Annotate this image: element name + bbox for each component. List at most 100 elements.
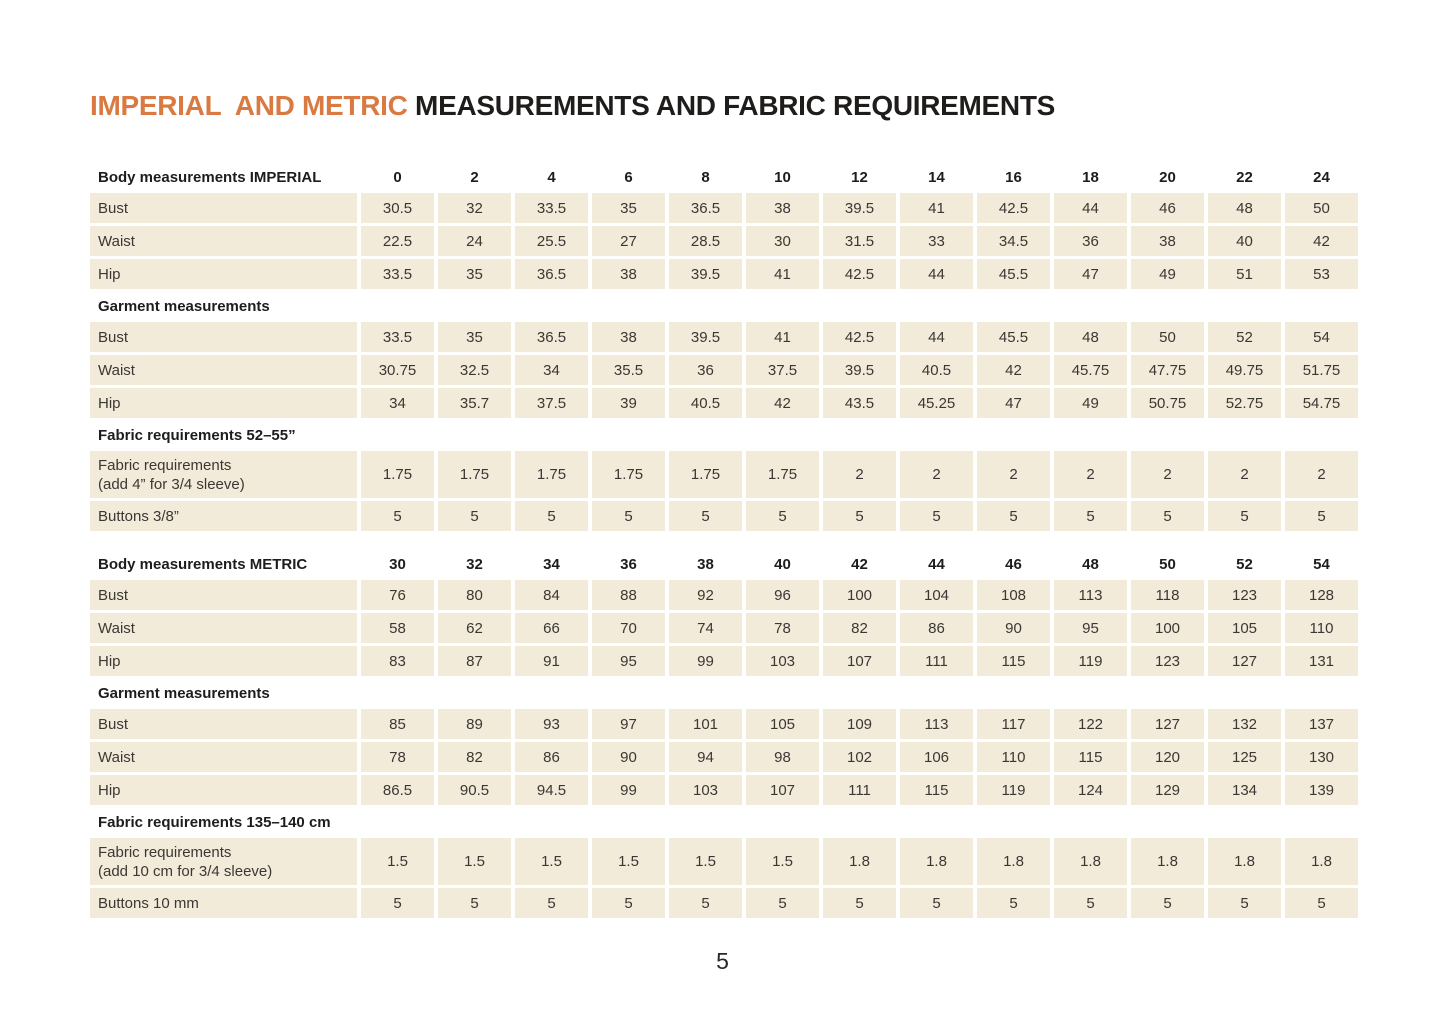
value-cell: 54 <box>1285 322 1358 352</box>
value-cell: 5 <box>438 501 511 531</box>
value-cell: 90.5 <box>438 775 511 805</box>
value-cell: 2 <box>1285 451 1358 498</box>
value-cell: 1.75 <box>438 451 511 498</box>
value-cell: 107 <box>746 775 819 805</box>
value-cell: 53 <box>1285 259 1358 289</box>
value-cell: 31.5 <box>823 226 896 256</box>
value-cell: 128 <box>1285 580 1358 610</box>
value-cell: 91 <box>515 646 588 676</box>
size-column-header: 48 <box>1082 555 1099 573</box>
value-cell: 39.5 <box>823 355 896 385</box>
value-cell: 40.5 <box>669 388 742 418</box>
value-cell: 100 <box>823 580 896 610</box>
value-cell: 2 <box>1054 451 1127 498</box>
size-column-header: 32 <box>466 555 483 573</box>
value-cell: 44 <box>900 322 973 352</box>
table-row: Bust 30.5 32 33.5 35 36.5 38 39.5 41 42.5 44 46 48 50 <box>90 193 1358 223</box>
value-cell: 42.5 <box>977 193 1050 223</box>
value-cell: 105 <box>1208 613 1281 643</box>
value-cell: 34.5 <box>977 226 1050 256</box>
row-label: Fabric requirements (add 4” for 3/4 sleev… <box>90 451 357 498</box>
value-cell: 22.5 <box>361 226 434 256</box>
value-cell: 5 <box>1131 888 1204 918</box>
value-cell: 92 <box>669 580 742 610</box>
table-row: Hip 34 35.7 37.5 39 40.5 42 43.5 45.25 47 49 50.75 5… <box>90 388 1358 418</box>
value-cell: 90 <box>977 613 1050 643</box>
value-cell: 32.5 <box>438 355 511 385</box>
value-cell: 5 <box>823 888 896 918</box>
value-cell: 105 <box>746 709 819 739</box>
row-label-line1: Fabric requirements <box>98 456 232 474</box>
value-cell: 45.5 <box>977 322 1050 352</box>
value-cell: 74 <box>669 613 742 643</box>
table-row: Waist 30.75 32.5 34 35.5 36 37.5 39.5 40.5 42 45.7… <box>90 355 1358 385</box>
value-cell: 41 <box>746 322 819 352</box>
section-title: Garment measurements <box>98 684 270 702</box>
row-label: Hip <box>90 646 357 676</box>
size-column-header: 24 <box>1313 168 1330 186</box>
value-cell: 39.5 <box>669 259 742 289</box>
value-cell: 1.8 <box>823 838 896 885</box>
value-cell: 118 <box>1131 580 1204 610</box>
value-cell: 98 <box>746 742 819 772</box>
value-cell: 103 <box>746 646 819 676</box>
value-cell: 1.5 <box>438 838 511 885</box>
section-header-row: Garment measurements <box>90 295 1358 317</box>
value-cell: 27 <box>592 226 665 256</box>
value-cell: 88 <box>592 580 665 610</box>
value-cell: 5 <box>900 888 973 918</box>
value-cell: 84 <box>515 580 588 610</box>
value-cell: 5 <box>515 501 588 531</box>
size-column-header: 30 <box>389 555 406 573</box>
value-cell: 48 <box>1054 322 1127 352</box>
value-cell: 137 <box>1285 709 1358 739</box>
value-cell: 35.7 <box>438 388 511 418</box>
row-label: Bust <box>90 322 357 352</box>
size-column-header: 14 <box>928 168 945 186</box>
value-cell: 1.75 <box>592 451 665 498</box>
value-cell: 78 <box>361 742 434 772</box>
size-column-header: 54 <box>1313 555 1330 573</box>
row-label: Bust <box>90 193 357 223</box>
value-cell: 2 <box>977 451 1050 498</box>
value-cell: 119 <box>1054 646 1127 676</box>
value-cell: 24 <box>438 226 511 256</box>
value-cell: 1.8 <box>1208 838 1281 885</box>
value-cell: 1.5 <box>669 838 742 885</box>
value-cell: 87 <box>438 646 511 676</box>
value-cell: 42 <box>977 355 1050 385</box>
value-cell: 5 <box>746 501 819 531</box>
size-column-header: 8 <box>701 168 710 186</box>
value-cell: 110 <box>1285 613 1358 643</box>
size-column-header: 2 <box>470 168 479 186</box>
size-column-header: 12 <box>851 168 868 186</box>
section-header-row: Body measurements METRIC 30 32 34 36 38 40 42 44… <box>90 553 1358 575</box>
value-cell: 49 <box>1054 388 1127 418</box>
table-row: Fabric requirements (add 4” for 3/4 sleev… <box>90 451 1358 498</box>
value-cell: 62 <box>438 613 511 643</box>
row-label: Bust <box>90 709 357 739</box>
value-cell: 111 <box>900 646 973 676</box>
value-cell: 39.5 <box>823 193 896 223</box>
value-cell: 33.5 <box>361 259 434 289</box>
value-cell: 42.5 <box>823 259 896 289</box>
size-column-header: 18 <box>1082 168 1099 186</box>
value-cell: 139 <box>1285 775 1358 805</box>
size-column-header: 44 <box>928 555 945 573</box>
value-cell: 97 <box>592 709 665 739</box>
value-cell: 35 <box>438 259 511 289</box>
value-cell: 122 <box>1054 709 1127 739</box>
row-label: Waist <box>90 742 357 772</box>
table-row: Hip 83 87 91 95 99 103 107 111 115 119 123 127 131 <box>90 646 1358 676</box>
section-title: Fabric requirements 135–140 cm <box>98 813 331 831</box>
title-accent: IMPERIAL AND METRIC <box>90 90 408 121</box>
value-cell: 134 <box>1208 775 1281 805</box>
size-column-header: 42 <box>851 555 868 573</box>
value-cell: 44 <box>900 259 973 289</box>
value-cell: 5 <box>1131 501 1204 531</box>
value-cell: 100 <box>1131 613 1204 643</box>
value-cell: 45.75 <box>1054 355 1127 385</box>
value-cell: 5 <box>1208 501 1281 531</box>
value-cell: 70 <box>592 613 665 643</box>
value-cell: 1.5 <box>746 838 819 885</box>
